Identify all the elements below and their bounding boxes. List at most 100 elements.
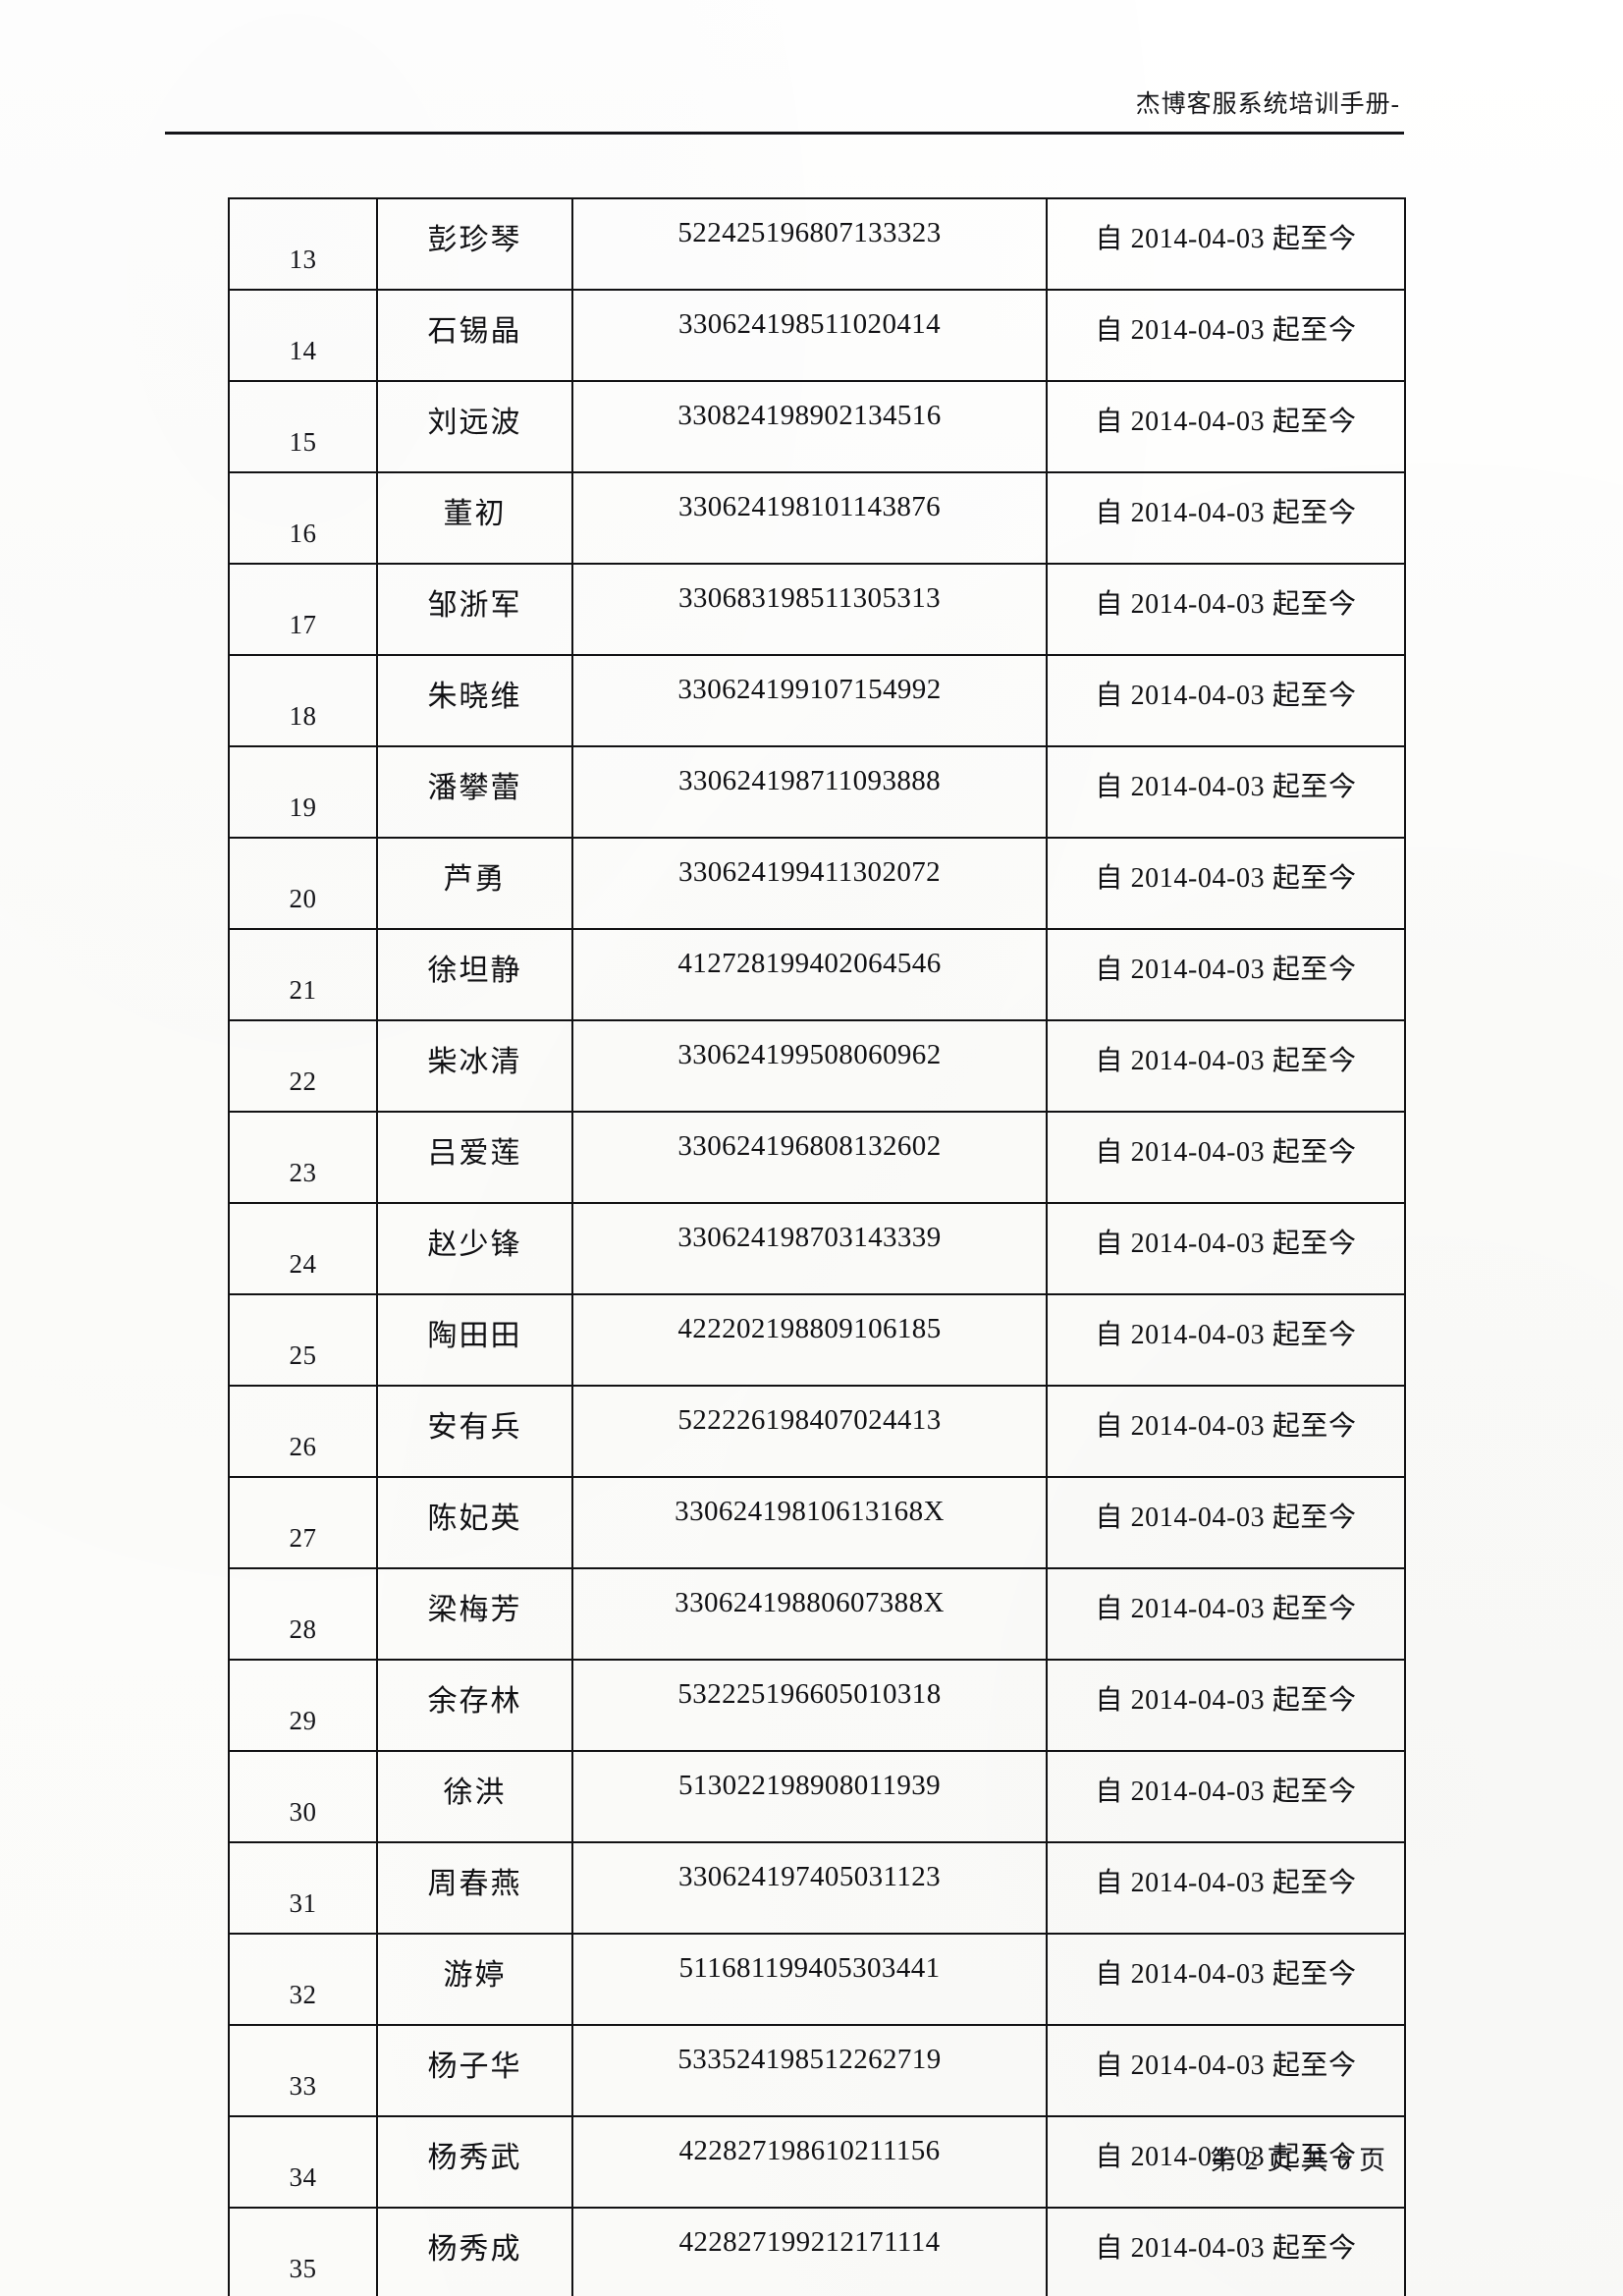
cell-index: 24	[289, 1249, 317, 1279]
cell-id-number-container: 330624199508060962	[571, 1019, 1048, 1113]
table-row: 30 徐洪 513022198908011939 自 2014-04-03 起至今	[228, 1750, 1406, 1843]
cell-name-container: 吕爱莲	[376, 1111, 573, 1204]
cell-period: 自 2014-04-03 起至今	[1095, 681, 1357, 711]
cell-index-container: 19	[228, 745, 378, 839]
cell-name: 徐坦静	[427, 955, 522, 987]
cell-period: 自 2014-04-03 起至今	[1095, 772, 1357, 802]
cell-name: 石锡晶	[427, 315, 522, 348]
cell-name-container: 柴冰清	[376, 1019, 573, 1113]
cell-index-container: 13	[228, 197, 378, 291]
cell-period-container: 自 2014-04-03 起至今	[1046, 1202, 1406, 1295]
table-row: 23 吕爱莲 330624196808132602 自 2014-04-03 起至今	[228, 1111, 1406, 1204]
cell-index-container: 14	[228, 289, 378, 382]
cell-name: 赵少锋	[427, 1229, 522, 1261]
running-header: 杰博客服系统培训手册-	[165, 84, 1404, 153]
cell-id-number: 532225196605010318	[677, 1678, 942, 1710]
cell-id-number: 330624199411302072	[677, 856, 942, 888]
cell-id-number-container: 522226198407024413	[571, 1385, 1048, 1478]
cell-period-container: 自 2014-04-03 起至今	[1046, 1476, 1406, 1569]
table-row: 33 杨子华 533524198512262719 自 2014-04-03 起至今	[228, 2024, 1406, 2117]
cell-index-container: 20	[228, 837, 378, 930]
cell-name-container: 游婷	[376, 1933, 573, 2026]
cell-period-container: 自 2014-04-03 起至今	[1046, 1111, 1406, 1204]
cell-name-container: 徐洪	[376, 1750, 573, 1843]
cell-id-number-container: 330624198101143876	[571, 471, 1048, 565]
table-row: 21 徐坦静 412728199402064546 自 2014-04-03 起至今	[228, 928, 1406, 1021]
cell-period-container: 自 2014-04-03 起至今	[1046, 380, 1406, 473]
cell-id-number: 511681199405303441	[678, 1952, 941, 1984]
cell-period: 自 2014-04-03 起至今	[1095, 1137, 1357, 1168]
cell-name-container: 安有兵	[376, 1385, 573, 1478]
cell-period: 自 2014-04-03 起至今	[1095, 1503, 1357, 1533]
cell-index: 18	[289, 701, 317, 731]
cell-id-number: 33062419810613168X	[675, 1496, 945, 1527]
cell-id-number-container: 330624198511020414	[571, 289, 1048, 382]
table-row: 18 朱晓维 330624199107154992 自 2014-04-03 起至今	[228, 654, 1406, 747]
cell-period: 自 2014-04-03 起至今	[1095, 1046, 1357, 1076]
cell-name: 彭珍琴	[427, 224, 522, 256]
cell-name-container: 朱晓维	[376, 654, 573, 747]
cell-index: 17	[289, 610, 317, 639]
cell-index: 22	[289, 1066, 317, 1096]
cell-name-container: 彭珍琴	[376, 197, 573, 291]
table-row: 20 芦勇 330624199411302072 自 2014-04-03 起至今	[228, 837, 1406, 930]
cell-id-number-container: 330624199107154992	[571, 654, 1048, 747]
cell-id-number: 330624198101143876	[677, 491, 942, 522]
cell-id-number-container: 330624198711093888	[571, 745, 1048, 839]
table-body: 13 彭珍琴 522425196807133323 自 2014-04-03 起至今 1…	[228, 197, 1406, 2296]
cell-period: 自 2014-04-03 起至今	[1095, 1594, 1357, 1624]
cell-name: 梁梅芳	[427, 1594, 522, 1626]
cell-index-container: 17	[228, 563, 378, 656]
cell-id-number: 330624198511020414	[677, 308, 942, 340]
cell-index-container: 21	[228, 928, 378, 1021]
cell-period: 自 2014-04-03 起至今	[1095, 498, 1357, 528]
cell-name-container: 赵少锋	[376, 1202, 573, 1295]
cell-id-number-container: 422202198809106185	[571, 1293, 1048, 1387]
header-title: 杰博客服系统培训手册-	[1135, 91, 1400, 118]
cell-name-container: 陈妃英	[376, 1476, 573, 1569]
cell-period: 自 2014-04-03 起至今	[1095, 1411, 1357, 1442]
page-number: 第 2 页 共 6 页	[1210, 2146, 1386, 2175]
cell-id-number-container: 33062419810613168X	[571, 1476, 1048, 1569]
cell-name-container: 陶田田	[376, 1293, 573, 1387]
cell-period-container: 自 2014-04-03 起至今	[1046, 563, 1406, 656]
table-row: 16 董初 330624198101143876 自 2014-04-03 起至今	[228, 471, 1406, 565]
cell-name: 杨秀武	[427, 2142, 522, 2174]
cell-id-number: 513022198908011939	[677, 1770, 942, 1801]
cell-index: 31	[289, 1888, 317, 1918]
cell-id-number-container: 330824198902134516	[571, 380, 1048, 473]
cell-period: 自 2014-04-03 起至今	[1095, 955, 1357, 985]
cell-id-number: 330624199107154992	[677, 674, 942, 705]
cell-name: 周春燕	[427, 1868, 522, 1900]
cell-id-number: 330624197405031123	[677, 1861, 942, 1892]
cell-index-container: 28	[228, 1567, 378, 1661]
cell-period: 自 2014-04-03 起至今	[1095, 1229, 1357, 1259]
cell-index-container: 34	[228, 2115, 378, 2209]
cell-period-container: 自 2014-04-03 起至今	[1046, 654, 1406, 747]
cell-period: 自 2014-04-03 起至今	[1095, 407, 1357, 437]
cell-index: 30	[289, 1797, 317, 1827]
cell-index-container: 25	[228, 1293, 378, 1387]
cell-period-container: 自 2014-04-03 起至今	[1046, 1019, 1406, 1113]
cell-name-container: 董初	[376, 471, 573, 565]
cell-name: 朱晓维	[427, 681, 522, 713]
cell-period: 自 2014-04-03 起至今	[1095, 863, 1357, 894]
cell-id-number: 330624198711093888	[677, 765, 942, 796]
cell-name-container: 杨子华	[376, 2024, 573, 2117]
cell-period-container: 自 2014-04-03 起至今	[1046, 1659, 1406, 1752]
cell-index-container: 22	[228, 1019, 378, 1113]
table-row: 34 杨秀武 422827198610211156 自 2014-04-03 起至今	[228, 2115, 1406, 2209]
cell-name-container: 邹浙军	[376, 563, 573, 656]
cell-name-container: 杨秀武	[376, 2115, 573, 2209]
cell-id-number: 422827199212171114	[678, 2226, 941, 2258]
cell-id-number-container: 330624197405031123	[571, 1841, 1048, 1935]
cell-name: 吕爱莲	[427, 1137, 522, 1170]
cell-name: 邹浙军	[427, 589, 522, 622]
cell-period: 自 2014-04-03 起至今	[1095, 315, 1357, 346]
cell-period-container: 自 2014-04-03 起至今	[1046, 197, 1406, 291]
cell-index: 26	[289, 1432, 317, 1461]
cell-index-container: 24	[228, 1202, 378, 1295]
cell-period: 自 2014-04-03 起至今	[1095, 1959, 1357, 1990]
cell-index-container: 26	[228, 1385, 378, 1478]
